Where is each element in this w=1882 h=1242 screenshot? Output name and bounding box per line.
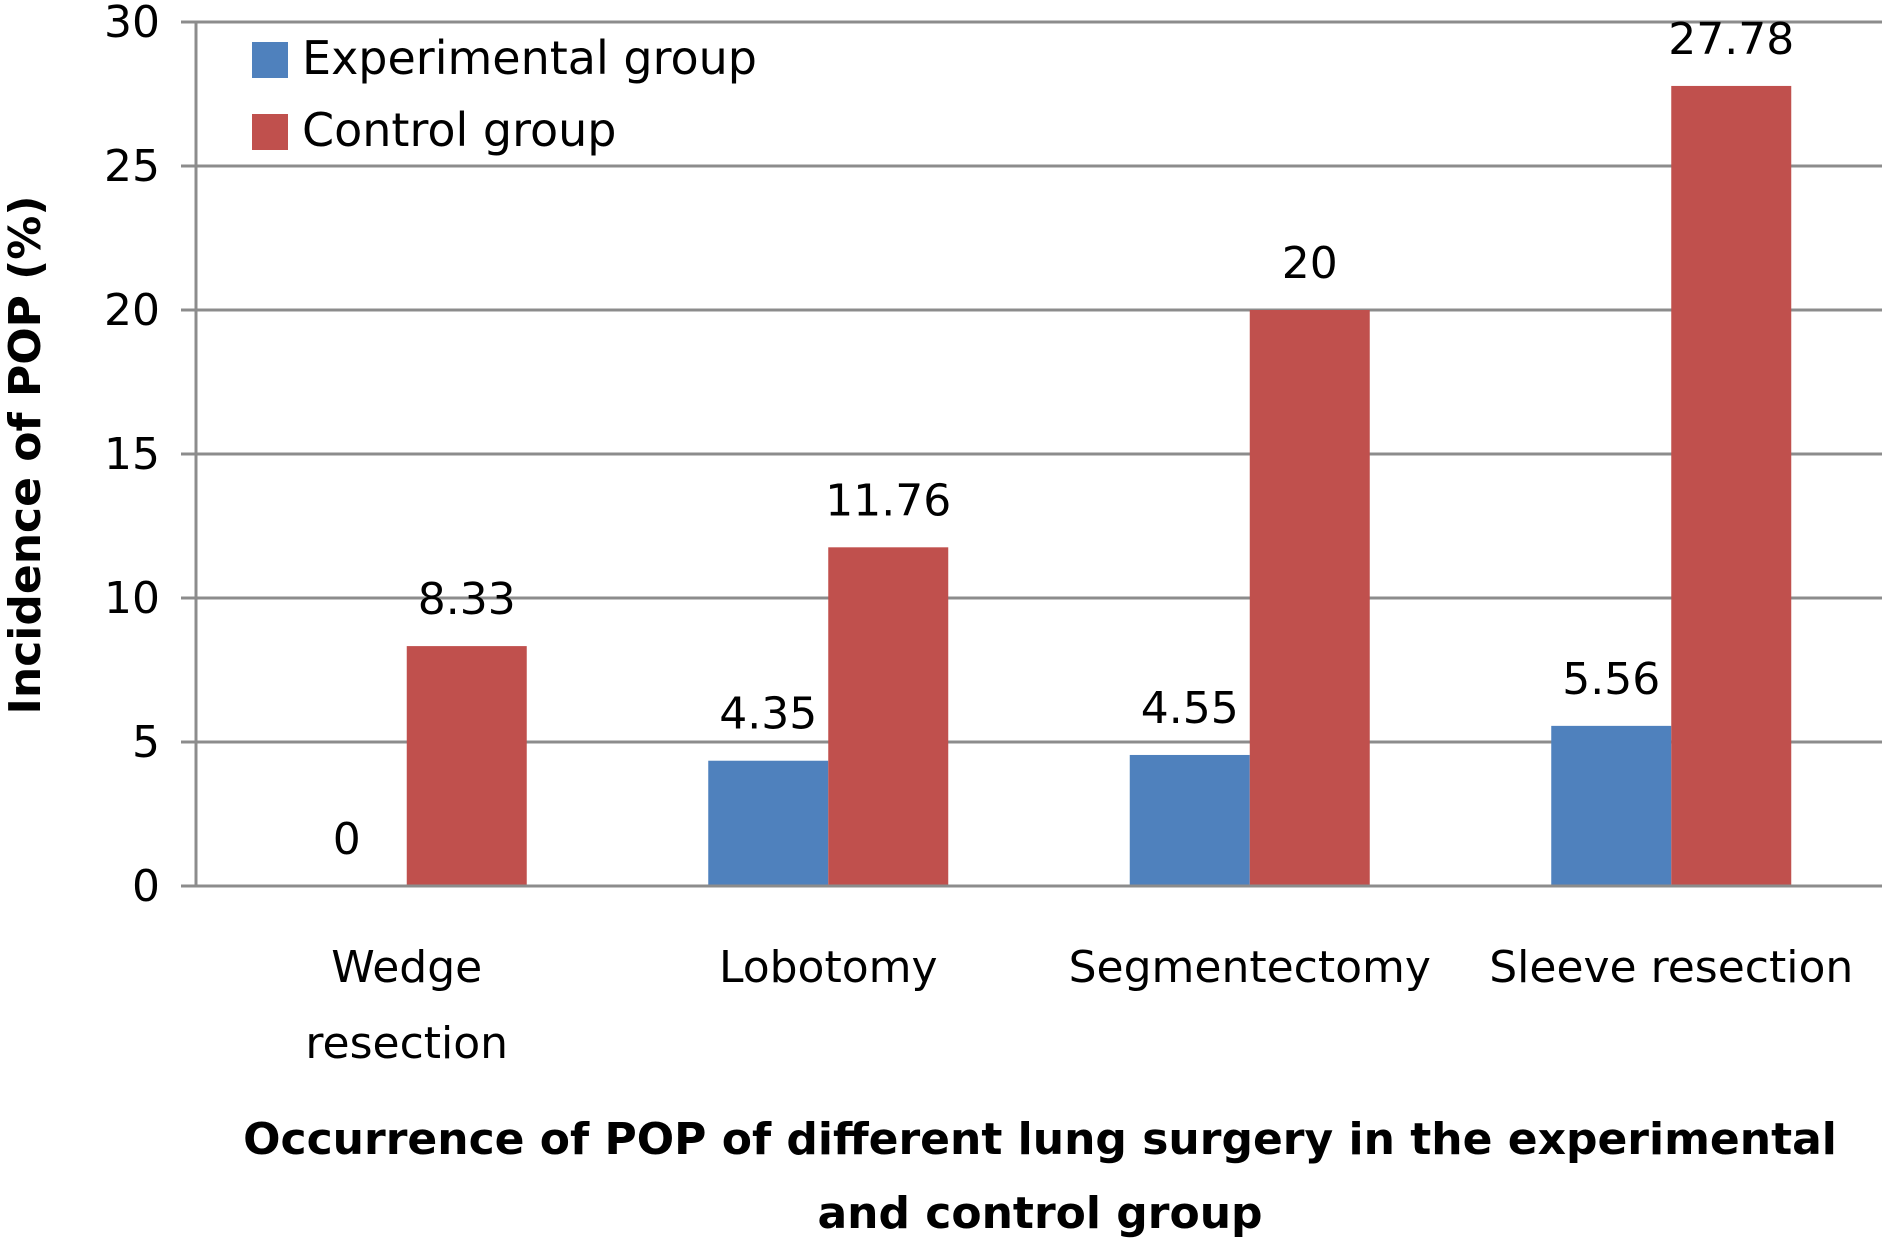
x-category-labels: Wedge resection Lobotomy Segmentectomy Sleev… [305,942,1853,1069]
y-tick-label: 15 [104,429,160,480]
legend-swatch [252,114,288,150]
x-axis-title: Occurrence of POP of different lung surg… [243,1114,1837,1239]
data-label: 4.55 [1141,683,1239,734]
legend-label: Control group [302,103,617,157]
y-tick-label: 25 [104,141,160,192]
y-tick-label: 5 [132,717,160,768]
axes [181,22,1882,888]
bars [406,85,1792,887]
data-label: 5.56 [1562,654,1660,705]
y-axis-title: Incidence of POP (%) [0,196,51,715]
data-label: 11.76 [825,475,951,526]
data-label: 20 [1282,238,1338,289]
data-label: 27.78 [1668,14,1794,65]
y-tick-label: 20 [104,285,160,336]
bar [1671,85,1792,887]
y-tick-label: 10 [104,573,160,624]
legend: Experimental group Control group [252,31,757,157]
bar [1551,725,1672,886]
x-tick-label: Lobotomy [719,942,938,993]
legend-label: Experimental group [302,31,757,85]
bar [406,646,527,886]
x-tick-label: resection [305,1018,508,1069]
data-label: 0 [333,814,361,865]
y-tick-label: 0 [132,861,160,912]
y-tick-labels: 0 5 10 15 20 25 30 [104,0,160,912]
bar [708,760,829,886]
data-label: 8.33 [418,574,516,625]
x-tick-label: Wedge [331,942,482,993]
legend-swatch [252,42,288,78]
x-tick-label: Sleeve resection [1489,942,1853,993]
bar [1129,754,1250,886]
bar [828,547,949,886]
y-tick-label: 30 [104,0,160,48]
x-tick-label: Segmentectomy [1069,942,1431,993]
bar [1249,310,1370,886]
data-labels: 0 8.33 4.35 11.76 4.55 20 5.56 27.78 [333,14,1794,865]
data-label: 4.35 [719,689,817,740]
